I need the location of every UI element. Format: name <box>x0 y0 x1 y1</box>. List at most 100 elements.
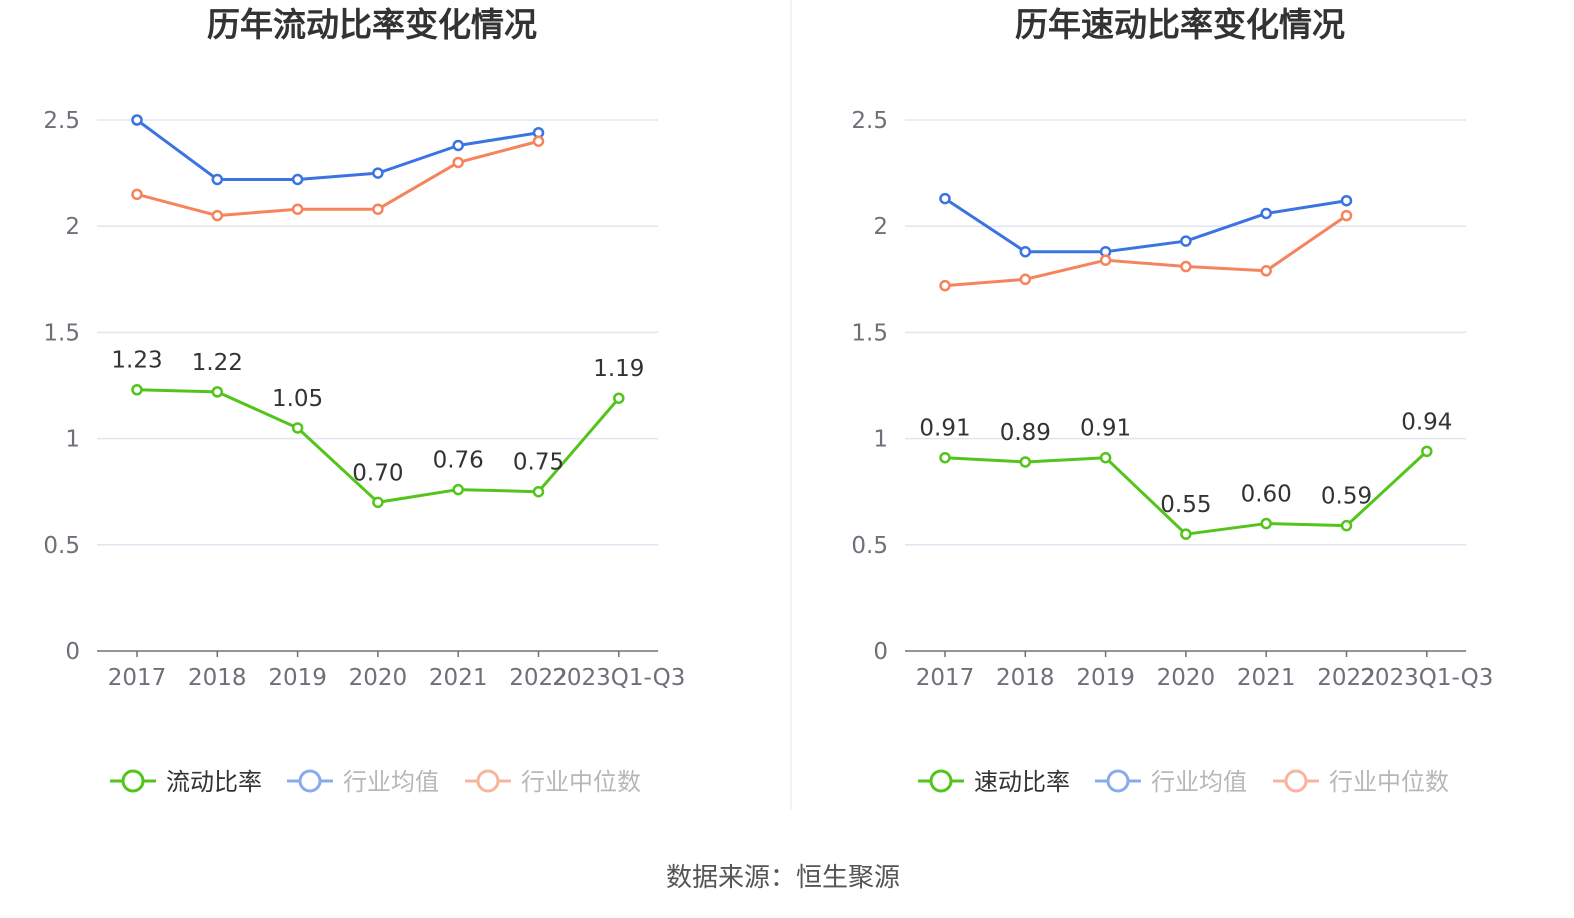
legend-item-main[interactable]: 流动比率 <box>110 768 262 796</box>
point-main[interactable] <box>452 483 464 496</box>
x-tick-label: 2020 <box>349 665 408 691</box>
legend-label: 行业中位数 <box>1329 768 1449 796</box>
legend-swatch-marker <box>1284 769 1308 793</box>
legend-item-median[interactable]: 行业中位数 <box>465 768 641 796</box>
x-tick-label: 2020 <box>1157 665 1216 691</box>
point-main[interactable] <box>1180 528 1192 540</box>
x-tick-label: 2023Q1-Q3 <box>1360 665 1493 691</box>
source-note: 数据来源：恒生聚源 <box>666 863 900 893</box>
point-main[interactable] <box>532 485 545 498</box>
point-median[interactable] <box>532 135 545 147</box>
y-tick-label: 1.5 <box>43 320 80 346</box>
point-main[interactable] <box>939 451 951 464</box>
data-label: 0.75 <box>513 450 564 476</box>
y-tick-label: 2 <box>873 214 888 240</box>
series-line-avg <box>944 197 1347 254</box>
legend-item-avg[interactable]: 行业均值 <box>1095 768 1247 796</box>
quick-ratio-chart: 历年速动比率变化情况 0 0.5 1 1.5 2 2.5 2017 2018 2019 2020 20… <box>851 5 1493 796</box>
legend-item-median[interactable]: 行业中位数 <box>1273 768 1449 796</box>
y-tick-label: 2.5 <box>43 108 80 134</box>
point-avg[interactable] <box>452 139 464 152</box>
y-tick-label: 2 <box>65 214 80 240</box>
legend-swatch-marker <box>476 769 500 793</box>
data-label: 0.91 <box>919 416 970 442</box>
point-main[interactable] <box>1099 451 1112 464</box>
point-median[interactable] <box>939 279 951 292</box>
point-avg[interactable] <box>291 173 304 186</box>
x-tick-label: 2017 <box>108 665 167 691</box>
x-tick-label: 2023Q1-Q3 <box>552 665 685 691</box>
x-tick-label: 2018 <box>996 665 1055 691</box>
point-main[interactable] <box>372 496 384 509</box>
point-median[interactable] <box>1019 273 1032 286</box>
y-tick-label: 0 <box>873 639 888 665</box>
data-label: 0.55 <box>1160 492 1211 518</box>
data-label: 0.89 <box>1000 420 1051 446</box>
x-tick-label: 2021 <box>429 665 488 691</box>
point-main[interactable] <box>613 392 625 404</box>
point-avg[interactable] <box>372 167 384 179</box>
point-avg[interactable] <box>211 173 224 186</box>
x-tick-label: 2019 <box>1076 665 1135 691</box>
current-ratio-chart: 历年流动比率变化情况 0 0.5 1 1.5 2 2.5 2017 2018 2019 2020 20… <box>43 5 685 796</box>
legend-swatch-marker <box>298 769 322 793</box>
y-tick-label: 1 <box>873 427 888 453</box>
legend-label: 行业均值 <box>343 768 439 796</box>
legend-item-main[interactable]: 速动比率 <box>918 768 1070 796</box>
series-line-median <box>944 214 1348 288</box>
data-label: 0.91 <box>1080 416 1131 442</box>
point-main[interactable] <box>211 386 224 398</box>
data-label: 0.94 <box>1401 409 1452 435</box>
y-tick-label: 0.5 <box>43 533 80 559</box>
legend-swatch-marker <box>121 769 145 793</box>
y-tick-label: 0 <box>65 639 80 665</box>
data-label: 1.19 <box>593 356 644 382</box>
series-line-avg <box>136 118 539 181</box>
legend-swatch-marker <box>1106 769 1130 793</box>
point-avg[interactable] <box>1340 194 1353 207</box>
point-main[interactable] <box>1019 456 1032 468</box>
point-median[interactable] <box>211 209 224 222</box>
data-label: 0.76 <box>433 448 484 474</box>
point-median[interactable] <box>131 188 143 201</box>
point-median[interactable] <box>1260 265 1272 277</box>
y-tick-label: 0.5 <box>851 533 888 559</box>
point-main[interactable] <box>131 383 143 396</box>
data-label: 0.60 <box>1241 482 1292 508</box>
point-median[interactable] <box>452 156 464 169</box>
y-tick-label: 1 <box>65 427 80 453</box>
data-label: 0.59 <box>1321 484 1372 510</box>
point-avg[interactable] <box>1180 235 1192 247</box>
series-line-median <box>136 139 539 218</box>
data-label: 1.05 <box>272 386 323 412</box>
x-tick-label: 2018 <box>188 665 247 691</box>
legend-item-avg[interactable]: 行业均值 <box>287 768 439 796</box>
point-median[interactable] <box>1180 260 1192 273</box>
point-avg[interactable] <box>939 192 951 205</box>
point-main[interactable] <box>1260 517 1272 530</box>
x-tick-label: 2021 <box>1237 665 1296 691</box>
point-main[interactable] <box>1421 445 1433 458</box>
legend-swatch-marker <box>929 769 953 793</box>
point-avg[interactable] <box>131 114 143 126</box>
data-label: 1.22 <box>192 350 243 376</box>
point-median[interactable] <box>1340 209 1353 222</box>
x-tick-label: 2022 <box>509 665 568 691</box>
point-avg[interactable] <box>1260 207 1272 220</box>
y-tick-label: 2.5 <box>851 108 888 134</box>
legend-label: 流动比率 <box>166 768 262 796</box>
point-main[interactable] <box>1340 519 1353 532</box>
x-tick-label: 2017 <box>916 665 975 691</box>
point-avg[interactable] <box>1019 245 1032 258</box>
data-label: 1.23 <box>111 348 162 374</box>
legend-label: 行业中位数 <box>521 768 641 796</box>
point-median[interactable] <box>372 203 384 215</box>
point-median[interactable] <box>291 203 304 215</box>
chart-title: 历年流动比率变化情况 <box>207 5 537 44</box>
legend-label: 行业均值 <box>1151 768 1247 796</box>
data-label: 0.70 <box>352 460 403 486</box>
point-main[interactable] <box>291 422 304 434</box>
chart-title: 历年速动比率变化情况 <box>1015 5 1345 44</box>
point-median[interactable] <box>1099 254 1112 266</box>
